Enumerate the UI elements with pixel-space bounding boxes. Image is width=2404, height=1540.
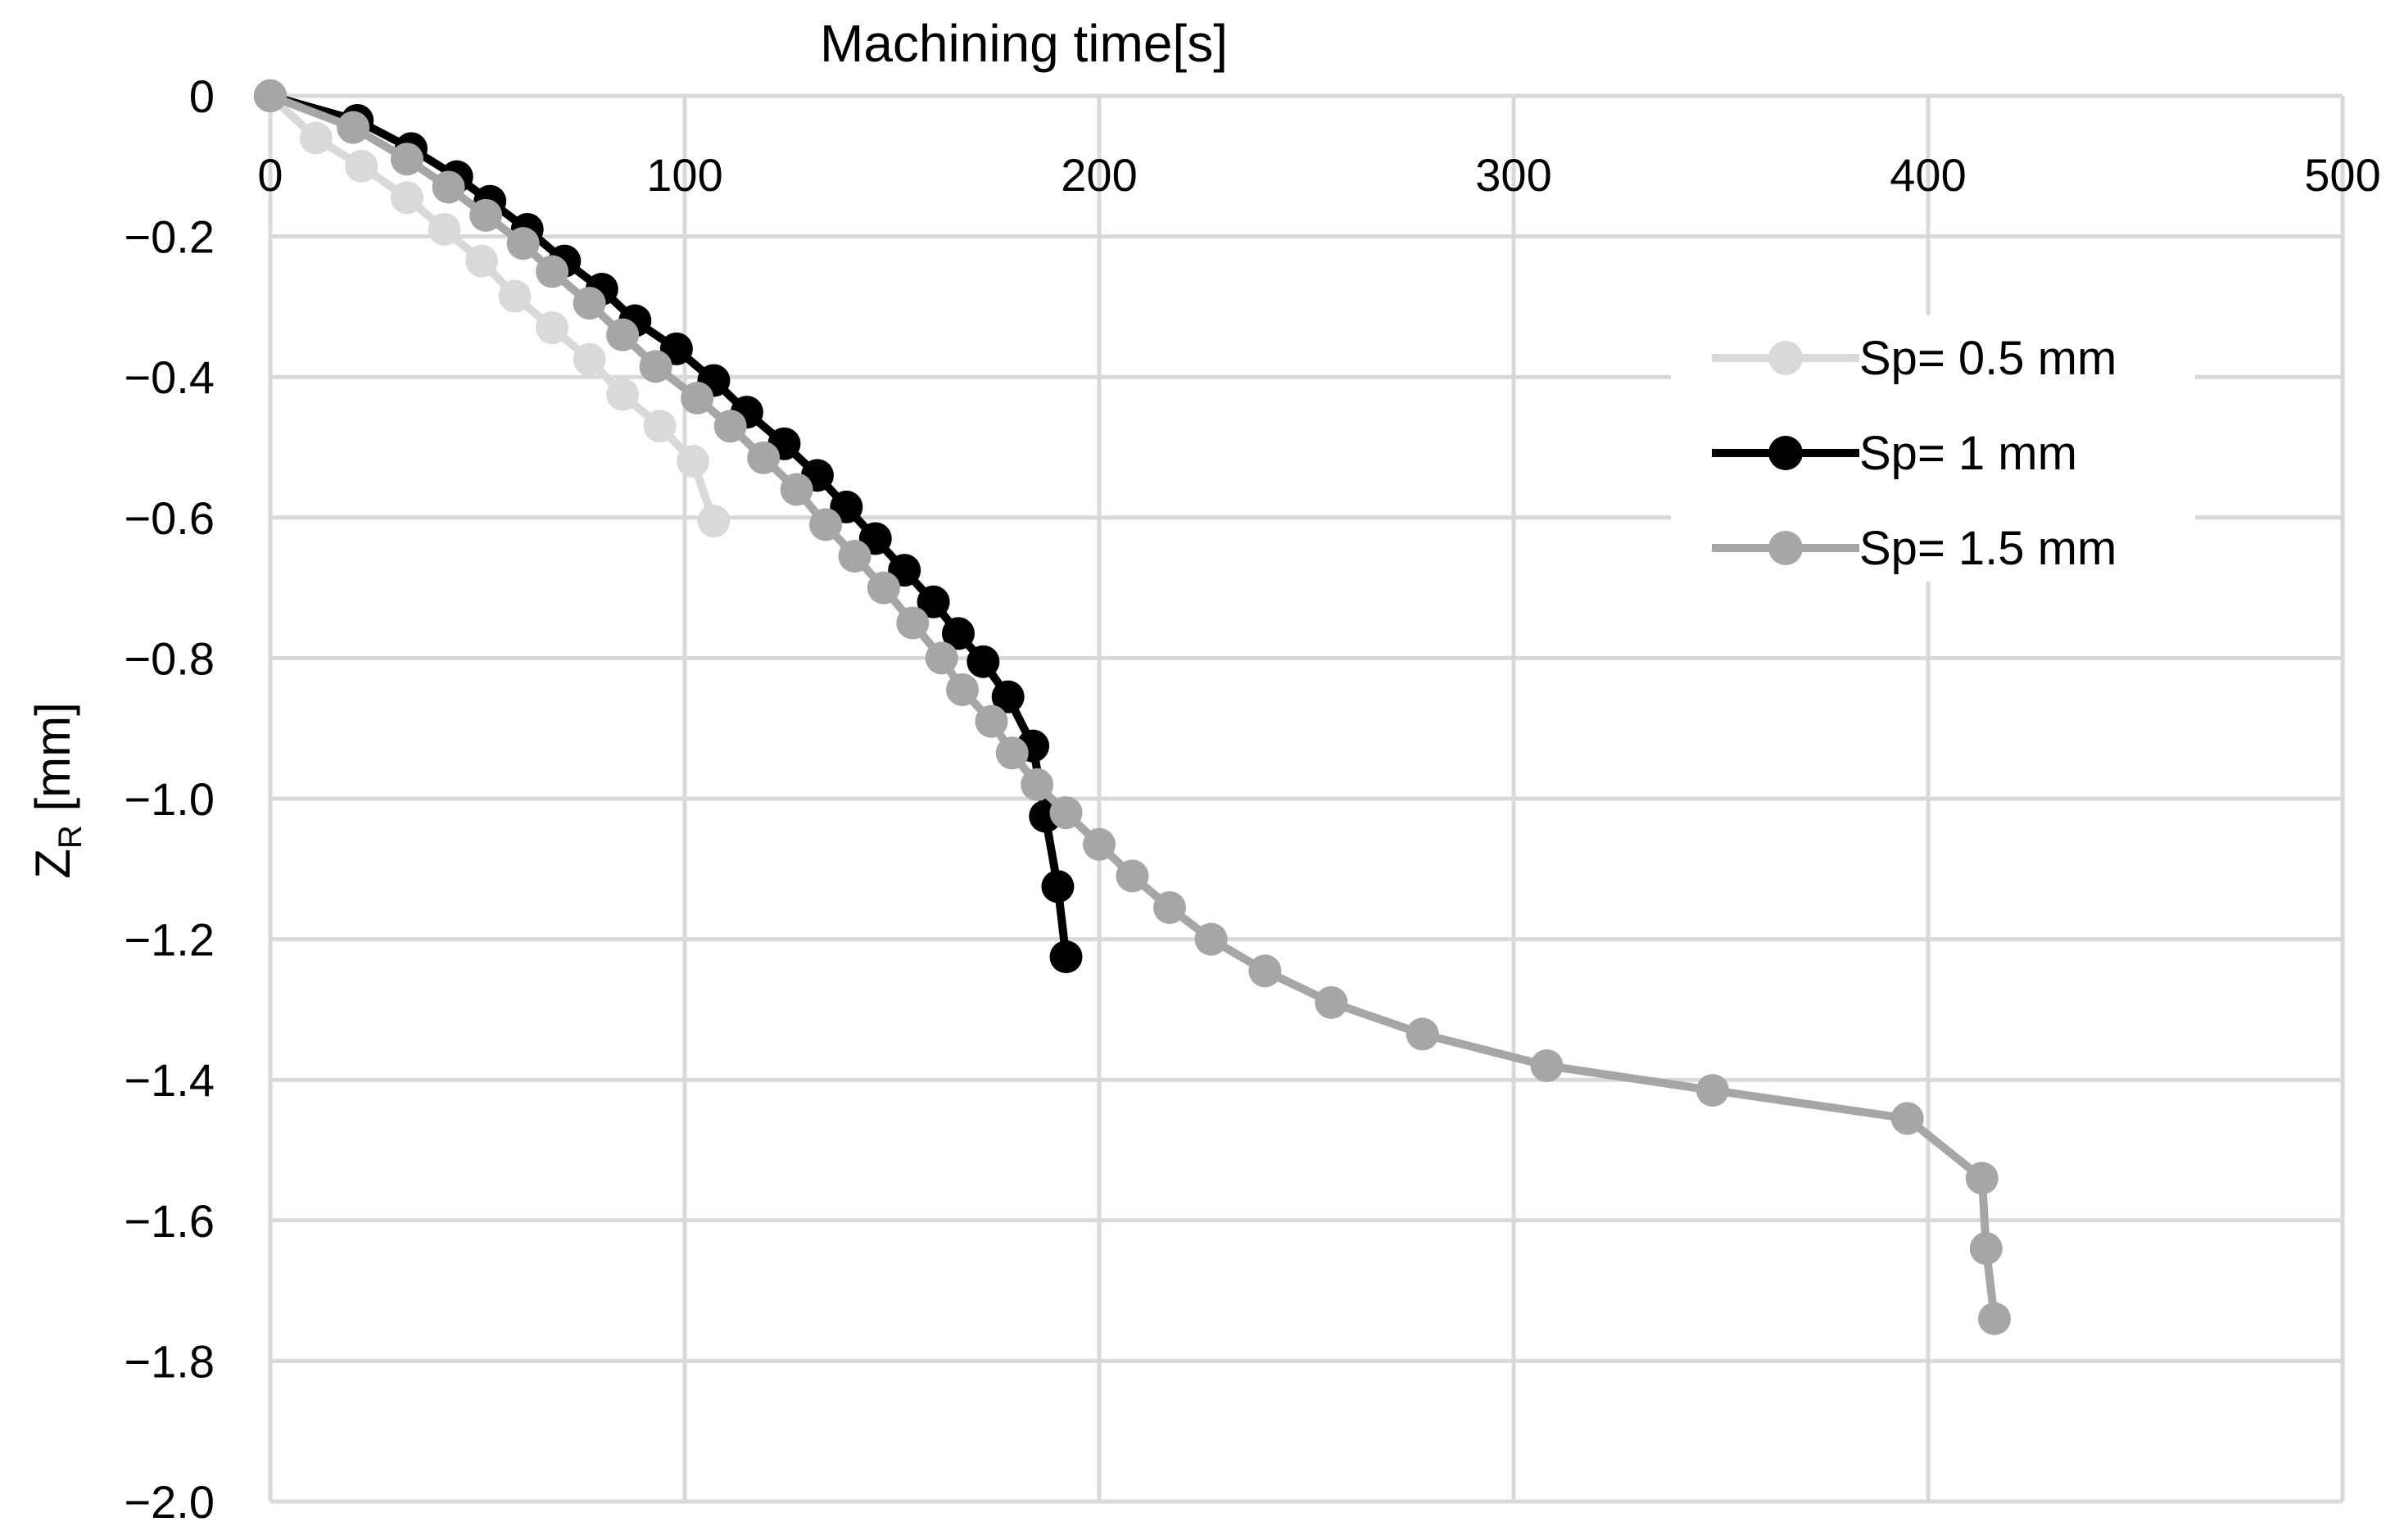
data-point [838, 539, 872, 573]
data-point [606, 318, 640, 351]
data-point [1969, 1232, 2003, 1266]
y-tick-labels: 0 −0.2 −0.4 −0.6 −0.8 −1.0 −1.2 −1.4 −1.6 −1.8 −2.… [124, 70, 215, 1528]
data-point [506, 227, 540, 260]
data-point [573, 287, 606, 320]
series-layer [254, 79, 2011, 1335]
y-axis-label-subscript: R [52, 825, 88, 849]
legend-swatch-marker [1768, 531, 1803, 565]
x-tick-label: 500 [2304, 149, 2380, 201]
data-point [1695, 1074, 1729, 1107]
series-line [269, 92, 1999, 1320]
data-point [896, 606, 930, 640]
x-tick-label: 400 [1890, 149, 1966, 201]
y-tick-label: 0 [189, 70, 215, 122]
data-point [254, 79, 287, 112]
x-tick-labels: 0 100 200 300 400 500 [257, 149, 2380, 201]
data-point [967, 645, 1000, 678]
data-point [606, 378, 640, 411]
data-point [991, 680, 1025, 713]
data-point [498, 279, 532, 313]
legend-label: Sp= 1.5 mm [1859, 522, 2117, 575]
data-point [1890, 1102, 1924, 1135]
y-axis-label: ZR [mm] [25, 702, 88, 879]
data-point [465, 244, 499, 278]
data-point [1116, 859, 1149, 893]
data-point [1406, 1017, 1439, 1051]
legend-swatch-marker [1768, 341, 1803, 375]
data-point [1977, 1302, 2011, 1335]
x-tick-label: 300 [1475, 149, 1551, 201]
y-tick-label: −0.2 [124, 211, 215, 263]
data-point [432, 170, 465, 204]
series-line [269, 92, 1071, 958]
legend-item: Sp= 0.5 mm [1712, 332, 2117, 385]
legend-label: Sp= 0.5 mm [1859, 332, 2117, 385]
data-point [573, 342, 606, 376]
data-point [1083, 827, 1116, 861]
y-tick-label: −0.4 [124, 351, 215, 403]
y-axis-label-unit: [mm] [25, 702, 80, 825]
y-tick-label: −0.8 [124, 632, 215, 684]
legend: Sp= 0.5 mm Sp= 1 mm Sp= 1.5 mm [1671, 315, 2195, 582]
data-point [390, 143, 423, 176]
data-point [780, 473, 813, 506]
data-point [1049, 796, 1083, 830]
y-axis-label-main: Z [25, 849, 80, 879]
y-tick-label: −1.0 [124, 773, 215, 825]
data-point [299, 121, 333, 155]
y-tick-label: −1.4 [124, 1054, 215, 1106]
data-point [975, 704, 1008, 738]
data-point [713, 410, 747, 443]
data-point [1021, 768, 1054, 801]
data-point [1194, 922, 1228, 956]
series-1 [254, 79, 731, 538]
data-point [1049, 940, 1083, 974]
y-tick-label: −1.2 [124, 914, 215, 966]
data-point [390, 181, 423, 215]
y-tick-label: −2.0 [124, 1476, 215, 1528]
legend-item: Sp= 1.5 mm [1712, 522, 2117, 575]
data-point [809, 508, 843, 541]
legend-item: Sp= 1 mm [1712, 427, 2077, 480]
data-point [643, 410, 677, 443]
data-point [946, 673, 980, 707]
data-point [697, 505, 731, 538]
data-point [639, 350, 672, 383]
data-point [995, 736, 1029, 770]
data-point [1315, 985, 1348, 1019]
data-point [1530, 1049, 1564, 1083]
data-point [1153, 890, 1187, 924]
data-point [469, 198, 503, 232]
x-tick-label: 100 [646, 149, 722, 201]
legend-label: Sp= 1 mm [1859, 427, 2077, 480]
series-2 [254, 79, 1083, 974]
y-tick-label: −0.6 [124, 492, 215, 544]
data-point [677, 445, 710, 478]
y-tick-label: −1.8 [124, 1335, 215, 1387]
data-point [925, 641, 958, 675]
x-axis-label: Machining time[s] [820, 14, 1228, 73]
data-point [428, 213, 461, 247]
data-point [536, 311, 569, 345]
data-point [536, 255, 569, 288]
data-point [345, 149, 378, 183]
y-tick-label: −1.6 [124, 1195, 215, 1247]
x-tick-label: 0 [257, 149, 283, 201]
data-point [681, 381, 714, 414]
data-point [941, 617, 975, 650]
data-point [917, 585, 950, 618]
series-3 [254, 79, 2011, 1335]
legend-swatch-marker [1768, 436, 1803, 470]
data-point [867, 571, 900, 605]
x-tick-label: 200 [1061, 149, 1137, 201]
data-point [1248, 954, 1282, 988]
data-point [1041, 870, 1075, 904]
data-point [747, 441, 781, 474]
data-point [337, 111, 370, 144]
data-point [1965, 1162, 1999, 1195]
